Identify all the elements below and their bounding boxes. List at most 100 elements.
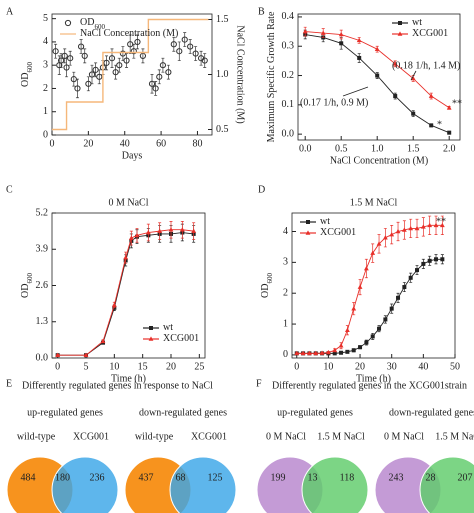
marker bbox=[320, 30, 326, 35]
marker bbox=[168, 227, 174, 232]
y-axis-label-sub: 600 bbox=[26, 62, 34, 73]
marker bbox=[364, 340, 369, 345]
x-tick-label: 10 bbox=[109, 361, 119, 372]
error-bar bbox=[141, 48, 145, 64]
marker bbox=[74, 85, 81, 92]
marker bbox=[139, 52, 147, 59]
venn-set-label: wild-type bbox=[17, 431, 56, 442]
y-axis-label-sub: 600 bbox=[266, 273, 274, 284]
error-bar bbox=[117, 57, 121, 73]
marker bbox=[433, 222, 439, 228]
marker bbox=[447, 130, 452, 135]
legend-label: XCG001 bbox=[320, 227, 356, 238]
legend-marker bbox=[306, 220, 310, 224]
venn-count: 68 bbox=[176, 472, 186, 483]
venn-count: 118 bbox=[340, 472, 355, 483]
error-bar bbox=[172, 36, 176, 52]
marker bbox=[52, 48, 59, 55]
y-tick-label: 0.0 bbox=[282, 128, 295, 139]
y2-tick-label: 1.5 bbox=[216, 14, 229, 25]
error-bar bbox=[90, 64, 94, 85]
series-line bbox=[57, 229, 194, 356]
venn-set-label: XCG001 bbox=[191, 431, 227, 442]
legend-label: wt bbox=[163, 322, 173, 333]
marker bbox=[427, 222, 433, 228]
marker bbox=[411, 111, 416, 116]
marker bbox=[157, 228, 163, 233]
venn-count: 13 bbox=[308, 472, 318, 483]
venn-set-label: wild-type bbox=[135, 431, 174, 442]
venn-group-label: down-regulated genes bbox=[139, 407, 227, 418]
legend-label: NaCl Concentration (M) bbox=[80, 28, 178, 39]
error-bar bbox=[199, 50, 203, 66]
marker bbox=[81, 52, 88, 59]
marker bbox=[181, 36, 188, 43]
panel-letter: F bbox=[256, 378, 262, 389]
venn-count: 125 bbox=[208, 472, 223, 483]
venn-count: 236 bbox=[90, 472, 105, 483]
marker bbox=[415, 268, 420, 273]
x-tick-label: 0 bbox=[55, 361, 60, 372]
error-bar bbox=[132, 43, 136, 59]
error-bar bbox=[150, 74, 154, 94]
marker bbox=[123, 255, 129, 260]
marker bbox=[145, 229, 151, 235]
legend-label-sub: 600 bbox=[94, 23, 105, 31]
y2-axis-label: NaCl Concentration (M) bbox=[235, 25, 246, 123]
marker bbox=[420, 224, 426, 229]
error-bar bbox=[203, 53, 207, 68]
marker bbox=[446, 105, 452, 110]
error-bar bbox=[188, 39, 192, 54]
y-tick-label: 3 bbox=[43, 59, 48, 70]
marker bbox=[408, 225, 414, 231]
marker bbox=[401, 227, 407, 232]
marker bbox=[428, 93, 434, 98]
y-tick-label: 2.6 bbox=[36, 280, 49, 291]
y-axis-label-main: OD bbox=[20, 284, 31, 298]
marker bbox=[201, 57, 208, 64]
venn-circle bbox=[51, 456, 119, 513]
x-tick-label: 40 bbox=[120, 138, 130, 149]
legend-label-main: OD bbox=[80, 17, 94, 28]
marker bbox=[344, 327, 350, 333]
marker bbox=[134, 232, 140, 238]
marker bbox=[307, 350, 312, 356]
marker bbox=[338, 343, 344, 348]
y-tick-label: 3.9 bbox=[36, 244, 49, 255]
marker bbox=[345, 349, 350, 354]
x-tick-label: 2.0 bbox=[443, 143, 456, 154]
legend-marker bbox=[398, 21, 402, 25]
marker bbox=[414, 225, 420, 231]
y-tick-label: 1 bbox=[43, 106, 48, 117]
x-tick-label: 0 bbox=[50, 138, 55, 149]
error-bar bbox=[177, 41, 181, 61]
x-tick-label: 0.0 bbox=[299, 143, 312, 154]
y-axis-label-sub: 600 bbox=[26, 273, 34, 284]
y-tick-label: 4 bbox=[283, 226, 288, 237]
y-axis-label: Maximum Specific Growth Rate bbox=[266, 11, 277, 142]
panel-letter: B bbox=[258, 6, 265, 17]
marker bbox=[370, 250, 376, 255]
marker bbox=[55, 352, 61, 358]
error-bar bbox=[194, 46, 198, 61]
marker bbox=[108, 55, 116, 62]
x-axis-label: Time (h) bbox=[356, 373, 391, 384]
y-tick-label: 0 bbox=[43, 129, 48, 140]
marker bbox=[192, 50, 199, 57]
legend-label: XCG001 bbox=[163, 333, 199, 344]
marker bbox=[325, 349, 331, 355]
y-tick-label: 1 bbox=[283, 318, 288, 329]
error-bar bbox=[75, 78, 79, 99]
venn-count: 207 bbox=[458, 472, 473, 483]
venn-circle bbox=[419, 456, 474, 513]
marker bbox=[302, 28, 308, 34]
y-tick-label: 3 bbox=[283, 257, 288, 268]
venn-circle bbox=[301, 456, 369, 513]
error-bar bbox=[97, 69, 101, 85]
y-axis-label-main: Maximum Specific Growth Rate bbox=[266, 11, 277, 142]
marker bbox=[156, 73, 163, 80]
y-tick-label: 0.3 bbox=[282, 41, 295, 52]
panel-letter: D bbox=[258, 184, 265, 195]
x-tick-label: 20 bbox=[166, 361, 176, 372]
venn-group-label: down-regulated genes bbox=[389, 407, 474, 418]
